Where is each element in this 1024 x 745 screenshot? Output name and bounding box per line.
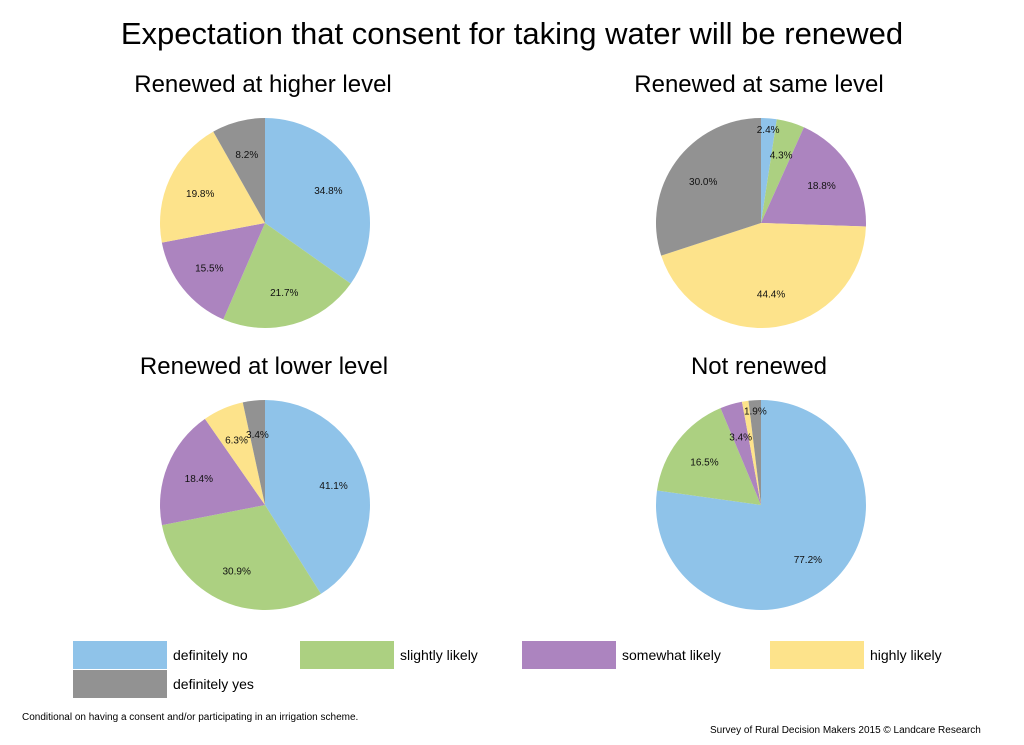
legend-swatch — [300, 641, 394, 669]
data-label-definitely-no: 41.1% — [319, 481, 347, 492]
pie-slice-definitely-yes — [242, 400, 265, 505]
pie-slice-definitely-yes — [213, 118, 265, 223]
pie-slice-somewhat-likely — [720, 401, 761, 505]
pie-slice-slightly-likely — [223, 223, 351, 328]
pie-slice-highly-likely — [204, 402, 265, 505]
footnote: Conditional on having a consent and/or p… — [22, 712, 359, 723]
legend-label: definitely no — [173, 647, 248, 663]
legend-label: slightly likely — [400, 647, 478, 663]
legend-swatch — [73, 641, 167, 669]
data-label-definitely-yes: 1.9% — [744, 407, 767, 418]
data-label-definitely-no: 77.2% — [794, 555, 822, 566]
legend-label: definitely yes — [173, 676, 254, 692]
legend-swatch — [522, 641, 616, 669]
data-label-highly-likely: 44.4% — [757, 290, 785, 301]
pie-slice-slightly-likely — [761, 119, 804, 223]
pie-slice-somewhat-likely — [161, 223, 265, 320]
data-label-slightly-likely: 4.3% — [770, 151, 793, 162]
data-label-definitely-yes: 8.2% — [235, 150, 258, 161]
pie-title-not-renewed: Not renewed — [690, 353, 828, 380]
pie-title-higher: Renewed at higher level — [134, 71, 392, 98]
pie-slice-definitely-no — [655, 400, 866, 610]
data-label-somewhat-likely: 3.4% — [729, 433, 752, 444]
pie-slice-highly-likely — [159, 131, 265, 243]
data-label-definitely-no: 2.4% — [757, 125, 780, 136]
data-label-highly-likely: 6.3% — [225, 436, 248, 447]
pie-slice-highly-likely — [741, 400, 761, 505]
pie-slice-definitely-yes — [655, 118, 761, 256]
legend-swatch — [770, 641, 864, 669]
data-label-somewhat-likely: 15.5% — [195, 264, 223, 275]
pie-title-lower: Renewed at lower level — [139, 353, 389, 380]
pie-slice-definitely-no — [265, 118, 371, 284]
pie-chart-lower-level: 41.1% 30.9% 18.4% 6.3%3.4% — [160, 400, 370, 610]
pie-slice-definitely-no — [265, 400, 370, 594]
pie-slice-somewhat-likely — [160, 418, 265, 526]
source-credit: Survey of Rural Decision Makers 2015 © L… — [710, 725, 981, 736]
data-label-definitely-yes: 3.4% — [246, 430, 269, 441]
data-label-definitely-yes: 30.0% — [689, 177, 717, 188]
data-label-slightly-likely: 30.9% — [222, 567, 250, 578]
pie-chart-higher-level: 34.8% 21.7% 15.5% 19.8% 8.2% — [159, 118, 371, 328]
pie-slice-slightly-likely — [657, 408, 761, 505]
pie-title-same: Renewed at same level — [634, 71, 884, 98]
pie-slice-definitely-yes — [748, 400, 761, 505]
legend-swatch — [73, 670, 167, 698]
chart-title: Expectation that consent for taking wate… — [120, 16, 904, 51]
data-label-slightly-likely: 21.7% — [270, 288, 298, 299]
pie-chart-same-level: 2.4% 4.3% 18.8% 44.4% 30.0% — [655, 118, 866, 328]
data-label-somewhat-likely: 18.4% — [185, 474, 213, 485]
pie-slice-slightly-likely — [161, 505, 321, 610]
data-label-slightly-likely: 16.5% — [690, 457, 718, 468]
pie-chart-not-renewed: 77.2% 16.5% 3.4% 1.9% — [655, 400, 866, 610]
legend-label: somewhat likely — [622, 647, 721, 663]
data-label-definitely-no: 34.8% — [314, 186, 342, 197]
pie-slice-definitely-no — [761, 118, 777, 223]
data-label-highly-likely: 19.8% — [186, 189, 214, 200]
data-label-somewhat-likely: 18.8% — [807, 181, 835, 192]
pie-slice-somewhat-likely — [761, 127, 866, 227]
legend-label: highly likely — [870, 647, 942, 663]
pie-slice-highly-likely — [661, 223, 866, 328]
